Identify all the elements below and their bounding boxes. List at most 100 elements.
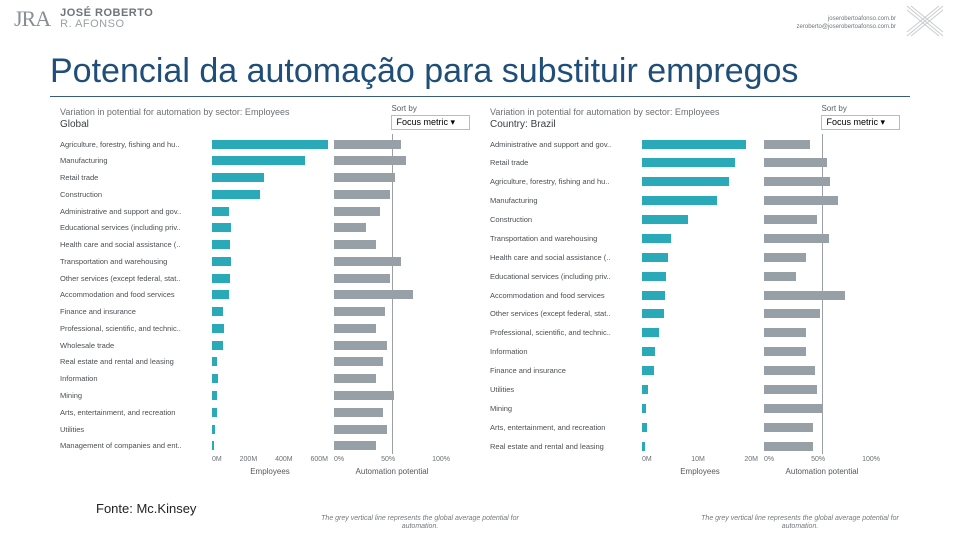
employees-bar [642, 196, 758, 205]
employees-bar [212, 290, 328, 299]
chart-row: Accommodation and food services [490, 287, 900, 303]
row-label: Manufacturing [490, 196, 636, 205]
row-label: Arts, entertainment, and recreation [60, 408, 206, 417]
employees-bar [642, 234, 758, 243]
chart-row: Health care and social assistance (.. [60, 237, 470, 253]
employees-bar [212, 156, 328, 165]
row-label: Real estate and rental and leasing [490, 442, 636, 451]
row-label: Other services (except federal, stat.. [60, 274, 206, 283]
employees-bar [642, 291, 758, 300]
header-right: joserobertoafonso.com.br zeroberto@joser… [797, 4, 946, 43]
axis-sublabel: Automation potential [764, 467, 880, 476]
row-label: Health care and social assistance (.. [490, 253, 636, 262]
employees-bar [642, 385, 758, 394]
employees-bar [212, 408, 328, 417]
sort-by-select[interactable]: Focus metric ▾ [821, 115, 900, 130]
row-label: Construction [60, 190, 206, 199]
employees-bar [212, 257, 328, 266]
source-label: Fonte: Mc.Kinsey [96, 501, 196, 516]
row-label: Accommodation and food services [490, 291, 636, 300]
employees-bar [212, 391, 328, 400]
logo-name-line2: R. AFONSO [60, 19, 153, 30]
row-label: Other services (except federal, stat.. [490, 309, 636, 318]
row-label: Management of companies and ent.. [60, 441, 206, 450]
employees-bar [642, 309, 758, 318]
chart-row: Finance and insurance [60, 304, 470, 320]
panel-title: Variation in potential for automation by… [60, 107, 289, 117]
row-label: Real estate and rental and leasing [60, 357, 206, 366]
axis-tick: 400M [275, 456, 293, 463]
title-underline [50, 96, 910, 97]
row-label: Arts, entertainment, and recreation [490, 423, 636, 432]
chart-row: Professional, scientific, and technic.. [60, 320, 470, 336]
chart-row: Arts, entertainment, and recreation [490, 419, 900, 435]
employees-bar [642, 328, 758, 337]
footnote-right: The grey vertical line represents the gl… [700, 515, 900, 533]
employees-bar [212, 173, 328, 182]
chart-panel-global: Variation in potential for automation by… [60, 104, 470, 476]
panel-country-label: Country: Brazil [490, 119, 719, 130]
employees-bar [212, 140, 328, 149]
panel-title: Variation in potential for automation by… [490, 107, 719, 117]
row-label: Mining [490, 404, 636, 413]
employees-bar [642, 215, 758, 224]
axis-tick: 200M [240, 456, 258, 463]
employees-bar [642, 442, 758, 451]
watermark-x-icon [904, 4, 946, 43]
chart-row: Manufacturing [60, 153, 470, 169]
row-label: Transportation and warehousing [490, 234, 636, 243]
row-label: Manufacturing [60, 156, 206, 165]
row-label: Utilities [490, 385, 636, 394]
row-label: Administrative and support and gov.. [490, 140, 636, 149]
axis-tick: 100% [432, 456, 450, 463]
employees-bar [212, 207, 328, 216]
row-label: Professional, scientific, and technic.. [490, 328, 636, 337]
row-label: Utilities [60, 425, 206, 434]
logo-name: JOSÉ ROBERTO R. AFONSO [60, 8, 153, 30]
axis-tick: 50% [811, 456, 825, 463]
chart-row: Real estate and rental and leasing [60, 354, 470, 370]
logo-monogram: JRA [14, 6, 50, 32]
employees-bar [212, 223, 328, 232]
row-label: Agriculture, forestry, fishing and hu.. [490, 177, 636, 186]
row-label: Transportation and warehousing [60, 257, 206, 266]
employees-bar [212, 324, 328, 333]
row-label: Educational services (including priv.. [60, 223, 206, 232]
chart-row: Retail trade [60, 170, 470, 186]
employees-bar [212, 190, 328, 199]
employees-bar [212, 341, 328, 350]
axis-tick: 0% [764, 456, 774, 463]
chart-row: Mining [60, 387, 470, 403]
chart-row: Real estate and rental and leasing [490, 438, 900, 454]
row-label: Finance and insurance [60, 307, 206, 316]
employees-bar [642, 177, 758, 186]
row-label: Accommodation and food services [60, 290, 206, 299]
chart-row: Educational services (including priv.. [60, 220, 470, 236]
chart-row: Arts, entertainment, and recreation [60, 404, 470, 420]
chart-row: Retail trade [490, 155, 900, 171]
global-avg-line [392, 134, 393, 454]
chart-row: Wholesale trade [60, 337, 470, 353]
employees-bar [642, 253, 758, 262]
row-label: Agriculture, forestry, fishing and hu.. [60, 140, 206, 149]
employees-bar [212, 441, 328, 450]
employees-bar [642, 366, 758, 375]
chart-row: Management of companies and ent.. [60, 438, 470, 454]
row-label: Information [490, 347, 636, 356]
employees-bar [212, 374, 328, 383]
axis-sublabel: Employees [212, 467, 328, 476]
row-label: Mining [60, 391, 206, 400]
chart-row: Information [490, 344, 900, 360]
employees-bar [642, 423, 758, 432]
axis-tick: 20M [744, 456, 758, 463]
axis-sublabel: Automation potential [334, 467, 450, 476]
chart-row: Other services (except federal, stat.. [490, 306, 900, 322]
chart-row: Administrative and support and gov.. [490, 136, 900, 152]
employees-bar [212, 240, 328, 249]
row-label: Health care and social assistance (.. [60, 240, 206, 249]
axis-tick: 0M [212, 456, 222, 463]
employees-bar [642, 140, 758, 149]
axis-tick: 10M [691, 456, 705, 463]
employees-bar [212, 357, 328, 366]
sort-by-select[interactable]: Focus metric ▾ [391, 115, 470, 130]
